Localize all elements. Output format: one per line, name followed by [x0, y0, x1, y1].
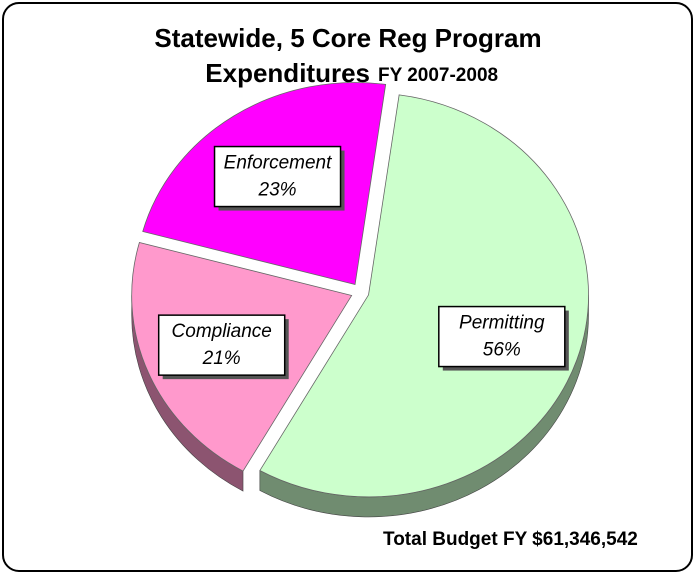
label-box [213, 145, 342, 208]
chart-title: Statewide, 5 Core Reg Program [154, 23, 541, 53]
pie: Permitting 56% Compliance 21% Enforcement 23% [131, 82, 589, 518]
label-box [157, 314, 286, 376]
label-category: Compliance [172, 321, 272, 342]
label-value: 56% [483, 340, 521, 361]
slice-label: Permitting 56% [438, 305, 569, 371]
label-value: 21% [202, 348, 241, 369]
label-value: 23% [258, 180, 297, 201]
label-box [438, 305, 566, 368]
slice-label: Enforcement 23% [213, 145, 345, 211]
label-category: Enforcement [224, 153, 332, 174]
chart-subtitle-note: FY 2007-2008 [378, 65, 498, 86]
annotation: Total Budget FY $61,346,542 [383, 529, 638, 550]
slice-label: Compliance 21% [157, 314, 289, 380]
label-category: Permitting [459, 313, 545, 334]
slice [259, 94, 589, 498]
